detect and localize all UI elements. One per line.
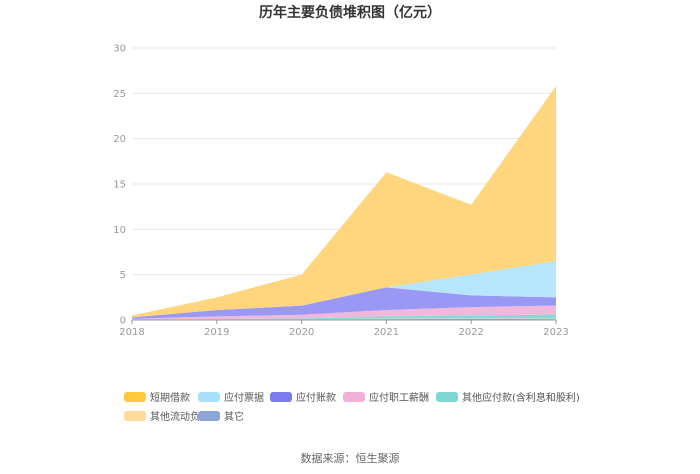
legend-swatch [124, 392, 146, 402]
legend-swatch [198, 411, 220, 421]
y-tick-label: 0 [120, 316, 126, 327]
y-tick-label: 30 [113, 44, 126, 55]
y-tick-label: 20 [113, 134, 126, 145]
area-series [132, 86, 556, 320]
y-tick-label: 5 [120, 270, 126, 281]
area-series-1 [132, 318, 556, 320]
legend-label: 其它 [224, 410, 244, 423]
legend-swatch [436, 392, 458, 402]
legend-swatch [198, 392, 220, 402]
x-tick-label: 2018 [119, 327, 144, 338]
x-tick-label: 2022 [458, 327, 483, 338]
x-tick-label: 2021 [374, 327, 399, 338]
axes: 0 5 10 15 20 25 30 2018 2019 2020 2021 2022 2023 [113, 44, 568, 339]
legend-label: 短期借款 [150, 391, 190, 404]
chart-title: 历年主要负债堆积图（亿元） [259, 4, 441, 21]
legend-label: 应付职工薪酬 [369, 391, 429, 404]
y-tick-label: 10 [113, 225, 126, 236]
x-tick-label: 2020 [289, 327, 314, 338]
area-series-3 [132, 305, 556, 320]
area-series-5 [132, 261, 556, 318]
legend: 短期借款 应付票据 应付账款 应付职工薪酬 其他应付款(含利息和股利) 其他流动负债 其它 [124, 391, 580, 423]
legend-label: 其他流动负债 [150, 410, 210, 423]
area-series-4 [132, 287, 556, 319]
y-tick-label: 25 [113, 89, 126, 100]
legend-swatch [343, 392, 365, 402]
x-tick-label: 2019 [204, 327, 229, 338]
x-tick-label: 2023 [543, 327, 568, 338]
area-series-6 [132, 86, 556, 318]
legend-label: 应付票据 [224, 391, 264, 404]
source-text: 数据来源：恒生聚源 [301, 451, 400, 465]
legend-swatch [270, 392, 292, 402]
area-series-2 [132, 314, 556, 320]
legend-label: 其他应付款(含利息和股利) [462, 391, 580, 404]
y-tick-label: 15 [113, 180, 126, 191]
legend-swatch [124, 411, 146, 421]
legend-label: 应付账款 [296, 391, 336, 404]
